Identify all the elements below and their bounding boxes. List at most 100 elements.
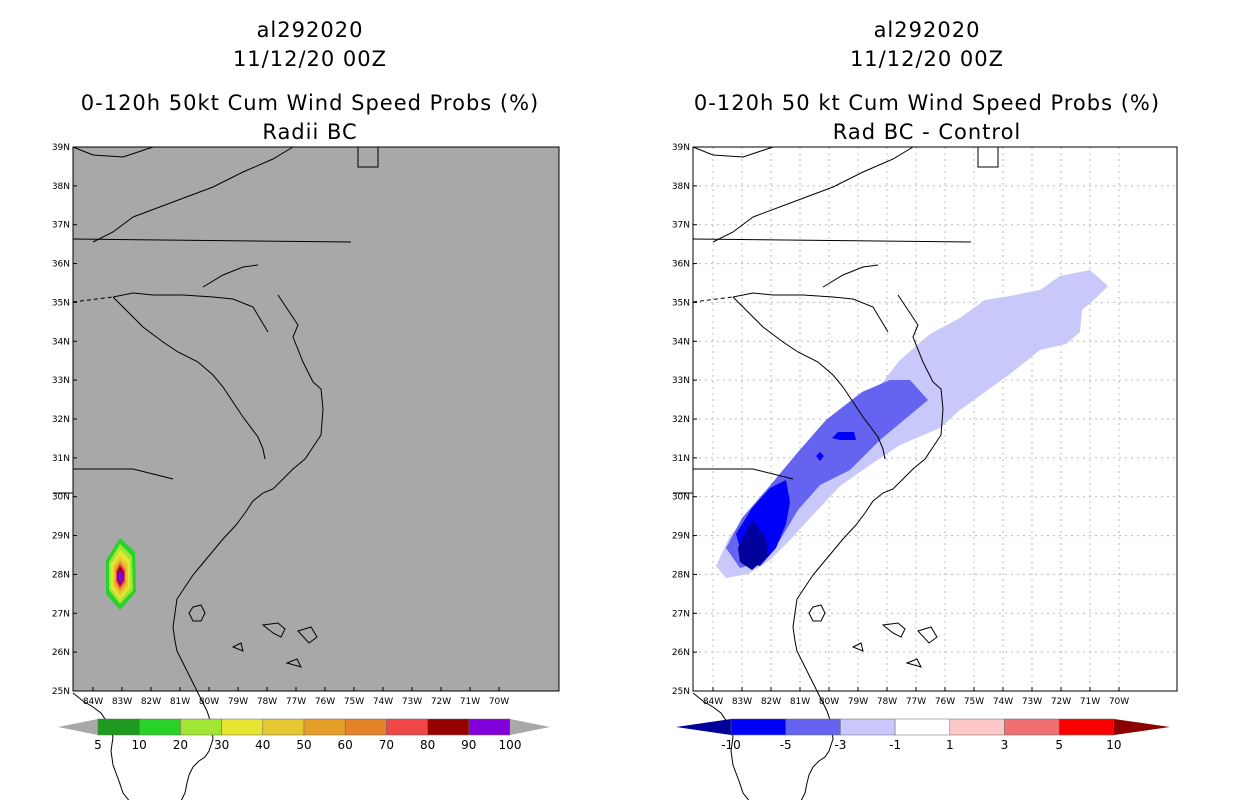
colorbar-label: -10 (721, 738, 741, 752)
lat-label: 35N (52, 298, 70, 308)
left-datetime: 11/12/20 00Z (232, 47, 388, 71)
colorbar-swatch (1004, 718, 1060, 736)
lon-label: 78W (877, 697, 897, 707)
lat-label: 33N (52, 376, 70, 386)
colorbar-label: 50 (296, 738, 311, 752)
lon-label: 82W (141, 697, 161, 707)
colorbar-swatch (840, 718, 896, 736)
lat-label: 29N (672, 532, 690, 542)
lat-label: 28N (672, 570, 690, 580)
colorbar-end-low (676, 719, 731, 735)
colorbar-label: 70 (379, 738, 394, 752)
lon-label: 77W (906, 697, 926, 707)
colorbar-label: 5 (94, 738, 102, 752)
colorbar-label: 10 (132, 738, 147, 752)
lat-label: 30N (672, 493, 690, 503)
colorbar-swatch (1058, 718, 1115, 736)
left-subtitle: Radii BC (262, 120, 358, 144)
lon-label: 78W (257, 697, 277, 707)
diff-contour-minus-10 (738, 520, 768, 570)
lon-label: 75W (344, 697, 364, 707)
colorbar-label: -3 (834, 738, 846, 752)
lon-label: 76W (935, 697, 955, 707)
lon-label: 72W (431, 697, 451, 707)
lon-label: 84W (83, 697, 103, 707)
lat-label: 34N (52, 337, 70, 347)
lat-label: 34N (672, 337, 690, 347)
lon-label: 79W (228, 697, 248, 707)
lon-label: 76W (315, 697, 335, 707)
lat-label: 38N (672, 182, 690, 192)
lat-label: 36N (52, 260, 70, 270)
lat-label: 29N (52, 532, 70, 542)
lon-label: 82W (761, 697, 781, 707)
right-map: 39N 38N 37N 36N 35N 34N 33N 32N 31N 30N 29N 28N 27N 2… (672, 143, 1178, 800)
right-product-title: 0-120h 50 kt Cum Wind Speed Probs (%) (693, 91, 1161, 115)
lon-label: 74W (993, 697, 1013, 707)
prob-contour-90 (118, 569, 123, 584)
lat-label: 31N (672, 454, 690, 464)
lon-label: 74W (373, 697, 393, 707)
lon-label: 73W (402, 697, 422, 707)
lon-label: 83W (112, 697, 132, 707)
colorbar-label: 30 (214, 738, 229, 752)
colorbar-swatch (180, 718, 222, 736)
right-datetime: 11/12/20 00Z (849, 47, 1005, 71)
colorbar-label: 20 (173, 738, 188, 752)
colorbar-swatch (138, 718, 181, 736)
colorbar-label: 5 (1055, 738, 1063, 752)
right-subtitle: Rad BC - Control (832, 120, 1022, 144)
lon-label: 79W (848, 697, 868, 707)
colorbar-swatch (427, 718, 470, 736)
lon-label: 80W (819, 697, 839, 707)
colorbar-label: 40 (255, 738, 270, 752)
diff-contour-minus-5-offshore (832, 432, 856, 440)
lon-label: 75W (964, 697, 984, 707)
colorbar-end-high (1113, 719, 1170, 735)
lon-label: 70W (489, 697, 509, 707)
colorbar-swatch (344, 718, 387, 736)
right-colorbar: -10 -5 -3 -1 1 3 5 10 (676, 718, 1170, 752)
colorbar-swatch (386, 718, 428, 736)
colorbar-swatch (949, 718, 1005, 736)
colorbar-swatch (785, 718, 841, 736)
right-storm-id: al292020 (873, 18, 981, 42)
right-title-block: al292020 11/12/20 00Z 0-120h 50 kt Cum W… (677, 16, 1177, 147)
lon-label: 83W (732, 697, 752, 707)
right-lat-axis: 39N 38N 37N 36N 35N 34N 33N 32N 31N 30N 29N 28N 27N 2… (672, 143, 697, 697)
lat-label: 30N (52, 493, 70, 503)
left-map: 39N 38N 37N 36N 35N 34N 33N 32N 31N 30N 29N 28N 27N 2… (52, 143, 560, 800)
colorbar-swatch (303, 718, 346, 736)
colorbar-label: 60 (338, 738, 353, 752)
lat-label: 31N (52, 454, 70, 464)
colorbar-end-low (58, 719, 98, 735)
left-colorbar: 5 10 20 30 40 50 60 70 80 90 100 (58, 718, 550, 752)
lon-label: 80W (199, 697, 219, 707)
lon-label: 73W (1022, 697, 1042, 707)
left-map-frame (72, 146, 560, 692)
lon-label: 70W (1109, 697, 1129, 707)
lon-label: 72W (1051, 697, 1071, 707)
colorbar-label: 1 (946, 738, 954, 752)
colorbar-swatch (262, 718, 305, 736)
lat-label: 26N (672, 648, 690, 658)
lat-label: 39N (52, 143, 70, 153)
lat-label: 32N (672, 415, 690, 425)
lat-label: 37N (52, 221, 70, 231)
lat-label: 28N (52, 570, 70, 580)
lat-label: 26N (52, 648, 70, 658)
lon-label: 81W (170, 697, 190, 707)
colorbar-label: 80 (420, 738, 435, 752)
diff-contour-minus-1 (716, 270, 1108, 578)
colorbar-label: 100 (499, 738, 522, 752)
lat-label: 25N (672, 687, 690, 697)
lon-label: 77W (286, 697, 306, 707)
lat-label: 27N (672, 609, 690, 619)
lat-label: 36N (672, 260, 690, 270)
lon-label: 71W (460, 697, 480, 707)
right-difference-contours (716, 270, 1108, 578)
lat-label: 35N (672, 298, 690, 308)
lat-label: 33N (672, 376, 690, 386)
colorbar-swatch (221, 718, 264, 736)
